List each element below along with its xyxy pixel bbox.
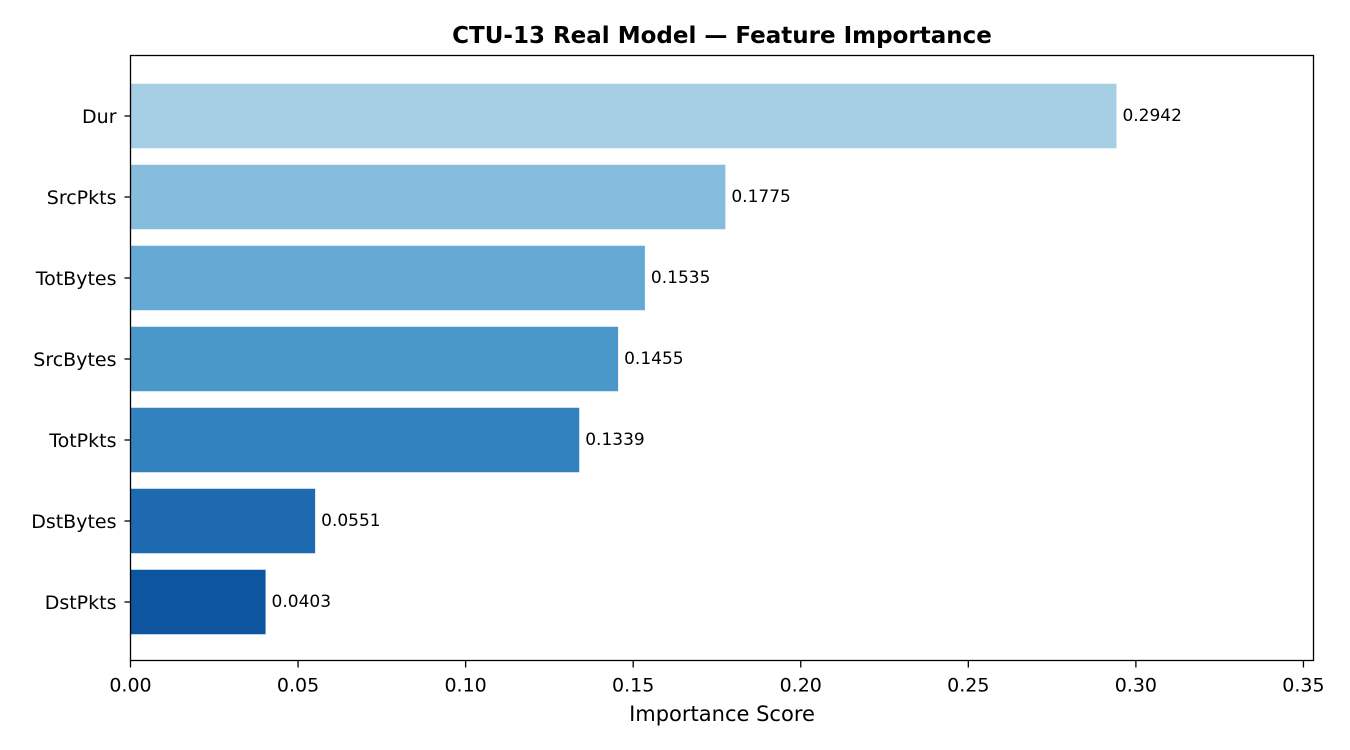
x-tick-label: 0.05 bbox=[277, 675, 319, 697]
y-tick-label-srcbytes: SrcBytes bbox=[33, 349, 116, 371]
x-axis: 0.00 0.05 0.10 0.15 0.20 0.25 0.30 0.35 bbox=[109, 660, 1325, 697]
data-label-dur: 0.2942 bbox=[1122, 106, 1181, 126]
data-label-dstpkts: 0.0403 bbox=[272, 592, 331, 612]
x-tick-label: 0.00 bbox=[109, 675, 151, 697]
x-tick-label: 0.10 bbox=[444, 675, 486, 697]
bars-group bbox=[130, 83, 1117, 635]
bar-srcbytes bbox=[130, 326, 619, 392]
plot-frame bbox=[129, 54, 1315, 662]
data-label-dstbytes: 0.0551 bbox=[321, 511, 380, 531]
x-tick-label: 0.25 bbox=[947, 675, 989, 697]
data-label-totpkts: 0.1339 bbox=[585, 430, 644, 450]
data-label-totbytes: 0.1535 bbox=[651, 268, 710, 288]
x-tick-label: 0.30 bbox=[1115, 675, 1157, 697]
x-axis-label: Importance Score bbox=[629, 702, 815, 726]
x-tick-label: 0.35 bbox=[1282, 675, 1324, 697]
y-tick-label-srcpkts: SrcPkts bbox=[47, 187, 117, 209]
bar-srcpkts bbox=[130, 164, 726, 230]
data-labels: 0.2942 0.1775 0.1535 0.1455 0.1339 0.0551 0.04… bbox=[272, 106, 1182, 612]
y-tick-label-totpkts: TotPkts bbox=[48, 430, 116, 452]
y-tick-label-dstbytes: DstBytes bbox=[31, 511, 116, 533]
y-tick-label-dstpkts: DstPkts bbox=[45, 592, 117, 614]
x-tick-label: 0.20 bbox=[780, 675, 822, 697]
x-tick-label: 0.15 bbox=[612, 675, 654, 697]
bar-dstpkts bbox=[130, 569, 266, 635]
bar-dstbytes bbox=[130, 488, 316, 554]
bar-totbytes bbox=[130, 245, 645, 311]
y-tick-label-dur: Dur bbox=[82, 106, 117, 128]
data-label-srcpkts: 0.1775 bbox=[731, 187, 790, 207]
data-label-srcbytes: 0.1455 bbox=[624, 349, 683, 369]
bar-totpkts bbox=[130, 407, 580, 473]
y-tick-labels: Dur SrcPkts TotBytes SrcBytes TotPkts DstByte… bbox=[31, 106, 131, 614]
chart-title: CTU-13 Real Model — Feature Importance bbox=[452, 23, 992, 49]
y-tick-label-totbytes: TotBytes bbox=[35, 268, 117, 290]
bar-dur bbox=[130, 83, 1117, 149]
